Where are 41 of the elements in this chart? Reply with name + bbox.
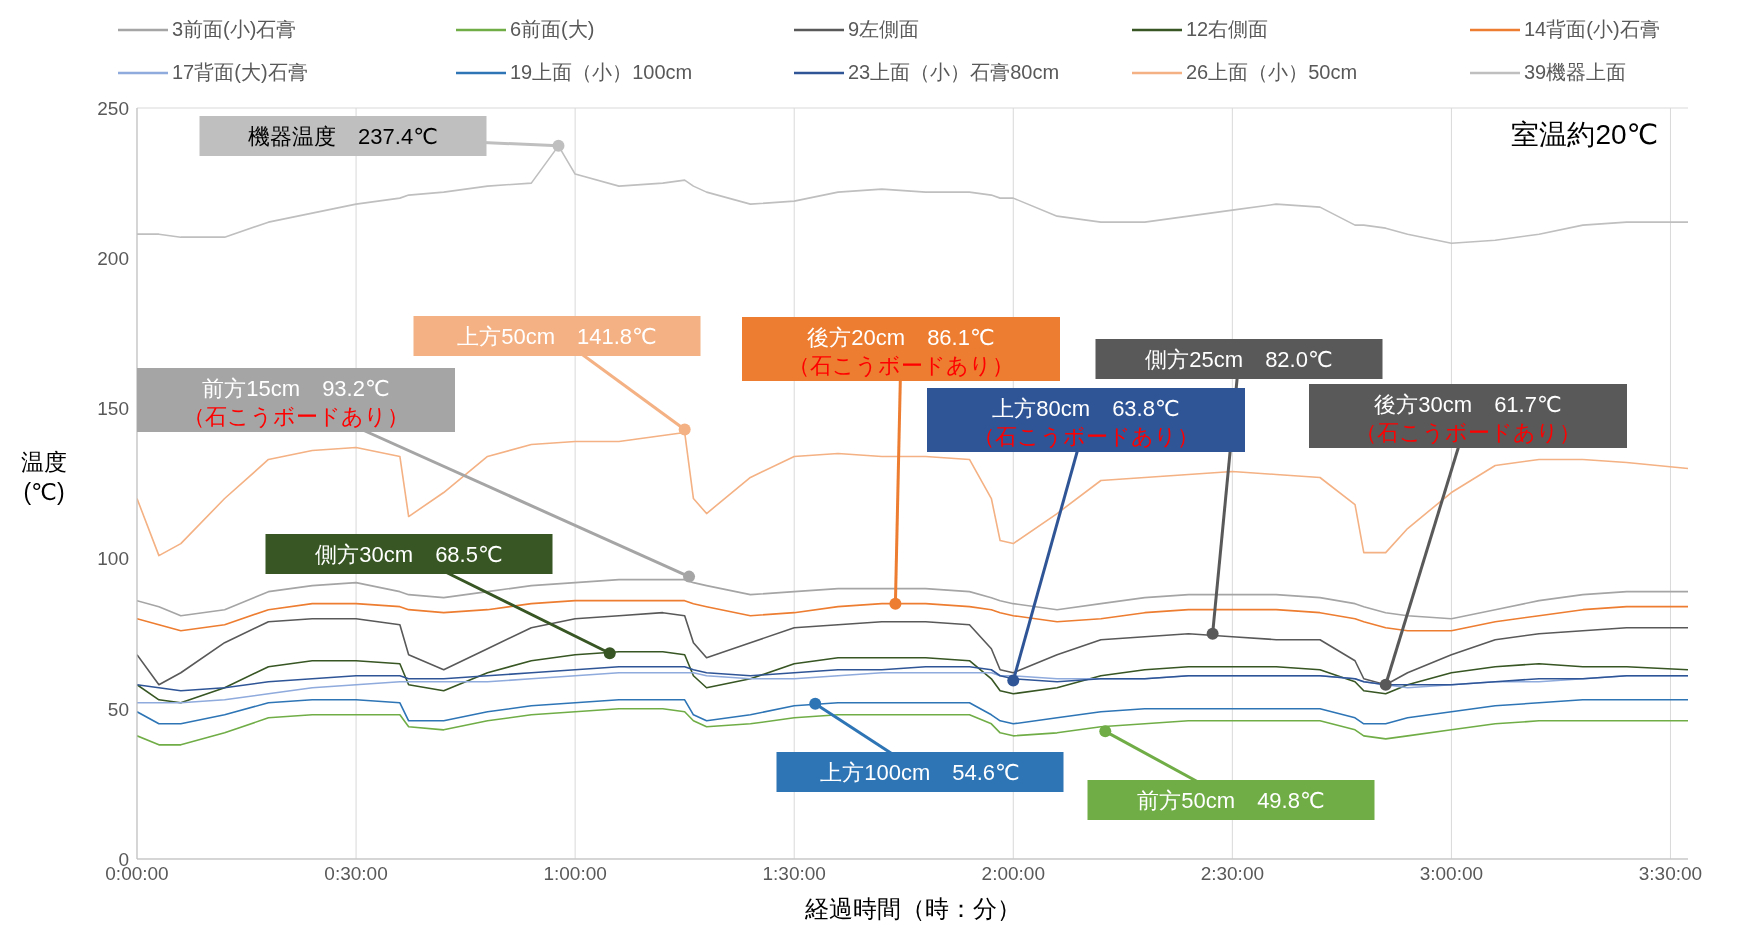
legend-label: 12右側面 — [1186, 17, 1269, 42]
y-tick-label: 150 — [97, 398, 129, 420]
annotation: 機器温度 237.4℃ — [248, 124, 438, 149]
callout-box: 後方30cm 61.7℃ （石こうボードあり） — [1309, 384, 1627, 691]
legend-label: 39機器上面 — [1524, 60, 1627, 85]
annotation: 側方25cm 82.0℃ — [1145, 347, 1333, 372]
annotation: 室温約20℃ — [1511, 119, 1658, 150]
y-tick-label: 50 — [107, 698, 129, 720]
legend-label: 9左側面 — [848, 17, 920, 42]
callout-box: 側方30cm 68.5℃ — [265, 534, 616, 660]
annotation: 上方100cm 54.6℃ — [820, 760, 1020, 785]
annotation: 後方30cm 61.7℃ （石こうボードあり） — [1355, 392, 1581, 445]
annotation: 前方15cm 93.2℃ （石こうボードあり） — [183, 376, 409, 429]
callout-box: 前方50cm 49.8℃ — [1087, 725, 1375, 820]
x-tick-label: 2:30:00 — [1200, 863, 1265, 885]
x-tick-label: 1:30:00 — [762, 863, 826, 885]
x-tick-label: 0:30:00 — [324, 863, 388, 885]
legend-label: 3前面(小)石膏 — [172, 17, 297, 42]
callout-box: 上方80cm 63.8℃ （石こうボードあり） — [927, 388, 1245, 687]
legend-label: 23上面（小）石膏80cm — [848, 60, 1060, 85]
x-tick-label: 1:00:00 — [543, 863, 607, 885]
annotation: 後方20cm 86.1℃ （石こうボードあり） — [788, 325, 1014, 378]
x-tick-label: 3:30:00 — [1638, 863, 1703, 885]
annotation: 前方50cm 49.8℃ — [1137, 788, 1325, 813]
callout-box: 上方100cm 54.6℃ — [776, 697, 1064, 792]
y-axis-title: 温度 (℃) — [21, 448, 67, 505]
x-tick-label: 2:00:00 — [981, 863, 1045, 885]
legend-label: 17背面(大)石膏 — [172, 60, 308, 85]
annotation: 上方80cm 63.8℃ （石こうボードあり） — [973, 396, 1199, 449]
callout-box: 上方50cm 141.8℃ — [413, 316, 701, 436]
legend-label: 14背面(小)石膏 — [1524, 17, 1660, 42]
legend-label: 6前面(大) — [510, 17, 595, 42]
legend-label: 19上面（小）100cm — [510, 60, 693, 85]
x-tick-label: 3:00:00 — [1419, 863, 1484, 885]
annotation: 側方30cm 68.5℃ — [315, 542, 503, 567]
legend-label: 26上面（小）50cm — [1186, 60, 1358, 85]
annotation: 上方50cm 141.8℃ — [457, 324, 657, 349]
x-axis-title: 経過時間（時：分） — [803, 895, 1021, 922]
y-tick-label: 100 — [97, 548, 129, 570]
y-tick-label: 200 — [97, 247, 129, 269]
y-tick-label: 250 — [97, 97, 129, 119]
